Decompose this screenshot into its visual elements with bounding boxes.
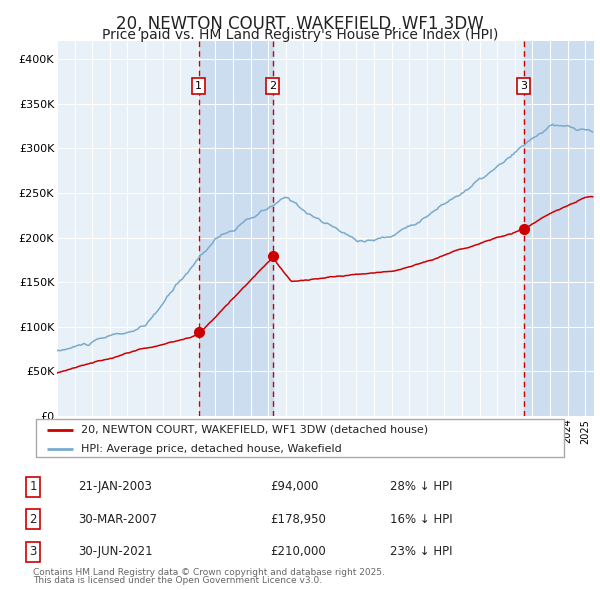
Text: 3: 3 [520, 81, 527, 91]
Text: 20, NEWTON COURT, WAKEFIELD, WF1 3DW: 20, NEWTON COURT, WAKEFIELD, WF1 3DW [116, 15, 484, 33]
Text: 2: 2 [29, 513, 37, 526]
Text: £94,000: £94,000 [270, 480, 319, 493]
Text: 28% ↓ HPI: 28% ↓ HPI [390, 480, 452, 493]
Text: This data is licensed under the Open Government Licence v3.0.: This data is licensed under the Open Gov… [33, 576, 322, 585]
Text: 21-JAN-2003: 21-JAN-2003 [78, 480, 152, 493]
Text: 30-JUN-2021: 30-JUN-2021 [78, 545, 152, 558]
Text: 1: 1 [195, 81, 202, 91]
Text: 16% ↓ HPI: 16% ↓ HPI [390, 513, 452, 526]
Text: 20, NEWTON COURT, WAKEFIELD, WF1 3DW (detached house): 20, NEWTON COURT, WAKEFIELD, WF1 3DW (de… [81, 425, 428, 435]
Text: 3: 3 [29, 545, 37, 558]
Text: Contains HM Land Registry data © Crown copyright and database right 2025.: Contains HM Land Registry data © Crown c… [33, 568, 385, 577]
Text: HPI: Average price, detached house, Wakefield: HPI: Average price, detached house, Wake… [81, 444, 341, 454]
Text: 2: 2 [269, 81, 276, 91]
Text: 30-MAR-2007: 30-MAR-2007 [78, 513, 157, 526]
Text: £178,950: £178,950 [270, 513, 326, 526]
Bar [524, 41, 594, 416]
Text: Price paid vs. HM Land Registry's House Price Index (HPI): Price paid vs. HM Land Registry's House … [102, 28, 498, 42]
Text: 1: 1 [29, 480, 37, 493]
Text: 23% ↓ HPI: 23% ↓ HPI [390, 545, 452, 558]
Text: £210,000: £210,000 [270, 545, 326, 558]
Bar [199, 41, 272, 416]
